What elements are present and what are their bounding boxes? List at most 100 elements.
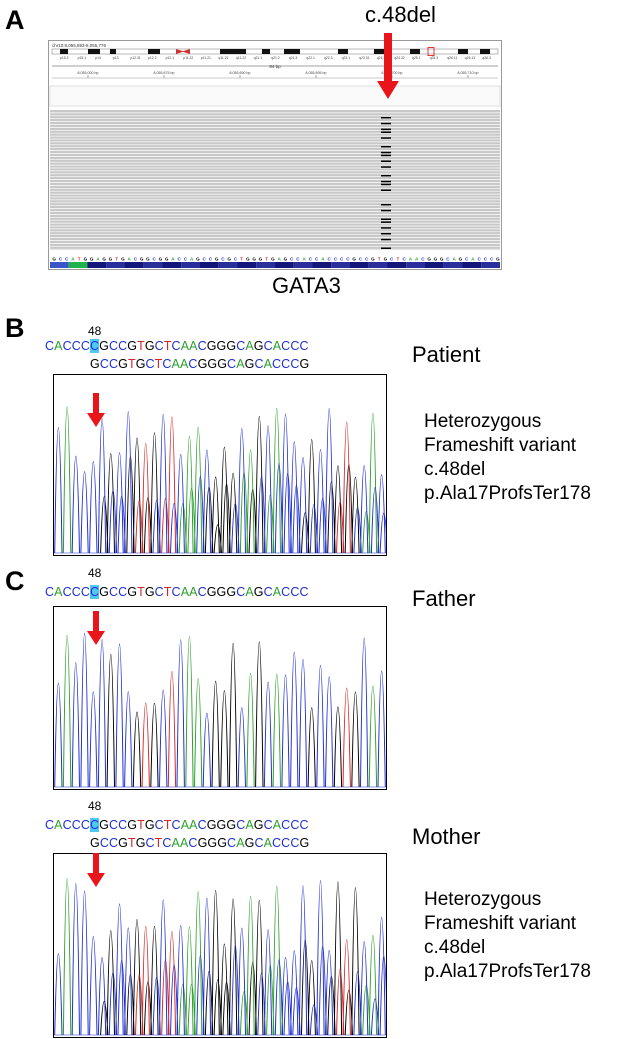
ref-base: A: [96, 257, 100, 262]
base-G: G: [244, 836, 255, 850]
ideogram-band: [60, 49, 68, 54]
ref-base: C: [490, 257, 494, 262]
base-C: C: [290, 836, 300, 850]
base-C: C: [162, 357, 172, 371]
base-C: C: [254, 357, 264, 371]
ref-base: C: [484, 257, 488, 262]
ideogram-band: [410, 49, 420, 54]
base-C: C: [162, 836, 172, 850]
igv-view: chr10:8,055,893-8,055,776 p15.3 p15.1 p14 p…: [48, 40, 502, 270]
base-C: C: [71, 585, 81, 599]
base-C: C: [263, 818, 273, 832]
deletion-mark: [381, 189, 391, 191]
ideogram-position-box: [427, 47, 435, 56]
base-T: T: [163, 818, 172, 832]
base-C: C: [171, 339, 181, 353]
base-C: C: [227, 836, 237, 850]
ref-base: A: [415, 257, 419, 262]
base-G: G: [135, 357, 146, 371]
band-label: q21.2: [271, 56, 280, 60]
base-G: G: [206, 339, 217, 353]
deletion-mark: [381, 166, 391, 168]
ref-base: G: [121, 257, 125, 262]
trace-T: [135, 416, 351, 554]
band-label: q21.3: [289, 56, 298, 60]
ref-base: G: [109, 257, 113, 262]
band-label: q11.21: [218, 56, 228, 60]
patient-reference-sequence: CACCCCGCCGTGCTCAACGGGCAGCACCC: [45, 339, 309, 353]
base-C: C: [290, 818, 300, 832]
base-T: T: [127, 357, 136, 371]
deletion-mark: [381, 154, 391, 157]
ref-base: A: [190, 257, 194, 262]
amino-acid-block: [237, 262, 257, 268]
base-C: C: [108, 357, 119, 371]
amino-acid-block: [293, 262, 313, 268]
ref-base: C: [184, 257, 188, 262]
band-label: p12.1: [166, 56, 175, 60]
panel-b-letter: B: [5, 313, 25, 343]
ref-base: C: [340, 257, 344, 262]
ref-base: T: [78, 257, 81, 262]
ref-base: A: [277, 257, 281, 262]
base-G: G: [144, 818, 155, 832]
base-C: C: [188, 836, 198, 850]
alignment-reads: [50, 110, 500, 250]
ref-base: A: [71, 257, 75, 262]
base-C: C: [281, 357, 291, 371]
deletion-mark: [381, 183, 391, 186]
deletion-mark: [381, 151, 391, 154]
base-G: G: [226, 818, 237, 832]
deletion-mark: [381, 175, 391, 177]
trace-G: [100, 881, 360, 1036]
band-label: q25.3: [430, 56, 439, 60]
amino-acid-block: [218, 262, 238, 268]
base-C: C: [281, 836, 291, 850]
father-chromatogram-traces: [54, 633, 386, 788]
arrow-head: [87, 873, 105, 887]
base-C: C: [90, 339, 100, 353]
base-C: C: [99, 357, 109, 371]
ref-base: T: [115, 257, 118, 262]
base-C: C: [154, 818, 164, 832]
arrow-head: [377, 81, 399, 99]
base-C: C: [299, 339, 309, 353]
base-G: G: [216, 339, 227, 353]
base-C: C: [145, 357, 155, 371]
ref-base: C: [234, 257, 238, 262]
amino-acid-block: [106, 262, 125, 268]
arrow-shaft: [384, 33, 392, 83]
base-G: G: [226, 339, 237, 353]
patient-alternate-sequence: GCCGTGCTCAACGGGCAGCACCCG: [90, 358, 309, 371]
amino-acid-block: [368, 262, 388, 268]
base-G: G: [206, 585, 217, 599]
ref-base: T: [378, 257, 381, 262]
ref-base: G: [259, 257, 263, 262]
ref-base: G: [496, 257, 500, 262]
base-C: C: [71, 818, 81, 832]
ideogram-band: [88, 49, 100, 54]
base-G: G: [216, 585, 227, 599]
band-label: p15.1: [78, 56, 87, 60]
deletion-mark: [381, 128, 391, 131]
trace-C: [54, 408, 386, 554]
band-label: p11.21: [201, 56, 211, 60]
protein-change-text: p.Ala17ProfsTer178: [424, 483, 591, 504]
base-C: C: [272, 357, 282, 371]
base-C: C: [118, 339, 128, 353]
igv-svg: chr10:8,055,893-8,055,776 p15.3 p15.1 p14 p…: [48, 40, 502, 270]
ref-base: G: [284, 257, 288, 262]
base-C: C: [154, 339, 164, 353]
base-A: A: [54, 818, 63, 832]
father-position-48-label: 48: [88, 566, 102, 580]
base-G: G: [216, 818, 227, 832]
coord-label: 8,055,700 bp: [382, 71, 403, 75]
base-A: A: [171, 836, 180, 850]
patient-chromatogram-traces: [54, 406, 386, 554]
ref-base: C: [209, 257, 213, 262]
ref-base: C: [202, 257, 206, 262]
base-A: A: [263, 836, 273, 850]
centromere: [182, 49, 190, 54]
ref-base: G: [246, 257, 250, 262]
